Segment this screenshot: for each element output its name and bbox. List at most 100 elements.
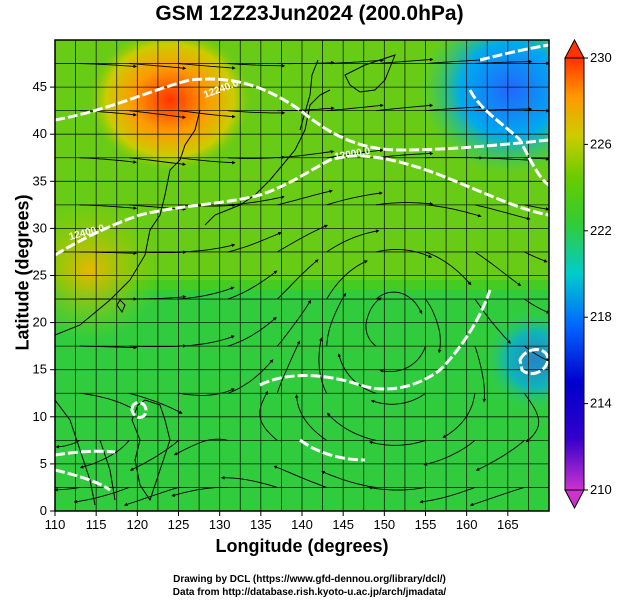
streamline [227, 155, 286, 160]
streamline [524, 204, 549, 211]
x-tick-label: 145 [332, 517, 354, 532]
streamline [425, 58, 483, 64]
streamline [318, 337, 328, 394]
colorbar-tick-label: 218 [590, 309, 612, 324]
streamline [474, 204, 531, 221]
credit-line-2: Data from http://database.rish.kyoto-u.a… [172, 587, 447, 598]
y-axis: 0 5 10 15 20 25 30 35 40 45 [33, 79, 55, 518]
streamline [337, 353, 377, 394]
colorbar-tick-label: 210 [590, 482, 612, 497]
y-tick-label: 10 [33, 409, 47, 424]
streamline [442, 393, 476, 438]
streamline [294, 394, 327, 441]
streamline [129, 110, 187, 119]
streamline [73, 486, 130, 504]
streamline [55, 440, 80, 449]
x-tick-label: 120 [126, 517, 148, 532]
y-tick-label: 25 [33, 268, 47, 283]
streamline [79, 204, 138, 210]
y-tick-label: 40 [33, 126, 47, 141]
streamline [79, 392, 135, 410]
streamline [474, 59, 533, 64]
streamline [277, 60, 335, 65]
streamline [178, 286, 235, 300]
streamline [423, 440, 476, 466]
streamline [178, 243, 236, 253]
streamline [259, 390, 278, 441]
streamline [171, 486, 228, 497]
streamline [475, 440, 525, 471]
streamline [474, 345, 487, 403]
streamline [227, 195, 285, 206]
streamline [276, 299, 312, 347]
streamline [276, 259, 319, 300]
streamline [524, 298, 549, 314]
x-tick-label: 125 [168, 517, 190, 532]
streamline [425, 204, 482, 218]
x-tick-label: 110 [45, 517, 66, 532]
colorbar-tick-label: 226 [590, 136, 612, 151]
streamline [276, 340, 301, 394]
streamline [277, 106, 335, 112]
y-tick-label: 20 [33, 315, 47, 330]
warm-core [90, 40, 250, 170]
streamline [474, 107, 533, 112]
streamline [425, 251, 472, 286]
streamline [227, 110, 286, 115]
streamline [79, 157, 137, 164]
y-tick-label: 45 [33, 79, 47, 94]
streamline [129, 63, 187, 70]
streamline [379, 345, 426, 373]
streamline [425, 156, 483, 160]
streamline [227, 270, 278, 300]
map-plot-area: 12240.0 12400.0 12000.0 [55, 40, 549, 511]
streamline [368, 486, 426, 491]
y-tick-label: 15 [33, 362, 47, 377]
cold-core [420, 40, 549, 175]
streamline [129, 344, 187, 348]
streamline [129, 250, 187, 255]
colorbar-tick-label: 222 [590, 223, 612, 238]
streamline [425, 298, 442, 354]
streamline [368, 439, 426, 446]
streamline [227, 232, 282, 253]
y-tick-label: 0 [40, 503, 47, 518]
streamline [376, 103, 434, 112]
y-tick-label: 5 [40, 456, 47, 471]
credit-line-1: Drawing by DCL (https://www.gfd-dennou.o… [173, 574, 446, 585]
streamline [326, 58, 385, 64]
streamline [365, 297, 382, 347]
y-tick-label: 35 [33, 173, 47, 188]
streamline [55, 486, 80, 492]
streamline [326, 191, 383, 206]
x-tick-label: 165 [497, 517, 519, 532]
y-axis-label: Latitude (degrees) [12, 194, 33, 351]
streamline [129, 157, 187, 166]
map-title: GSM 12Z23Jun2024 (200.0hPa) [155, 2, 464, 25]
streamline [79, 251, 138, 256]
streamline [227, 63, 286, 68]
streamline [321, 470, 377, 488]
streamline [326, 148, 384, 159]
streamline [326, 103, 384, 112]
streamline [469, 486, 525, 507]
streamline [128, 392, 183, 414]
streamline [376, 248, 433, 258]
colorbar-min-arrow [564, 489, 585, 510]
colorbar-max-arrow [564, 38, 585, 59]
streamline [419, 486, 476, 504]
streamline [277, 189, 333, 206]
streamline [277, 224, 329, 253]
streamline [524, 345, 549, 362]
streamline [178, 388, 235, 396]
colorbar-tick-label: 230 [590, 50, 612, 65]
colorbar: 230 226 222 218 214 210 [564, 38, 612, 510]
x-tick-label: 135 [250, 517, 272, 532]
streamline [326, 229, 380, 253]
streamline [524, 157, 549, 161]
streamline [178, 63, 236, 70]
streamline [524, 251, 548, 263]
height-contours [55, 43, 549, 492]
x-axis-label: Longitude (degrees) [215, 536, 389, 556]
